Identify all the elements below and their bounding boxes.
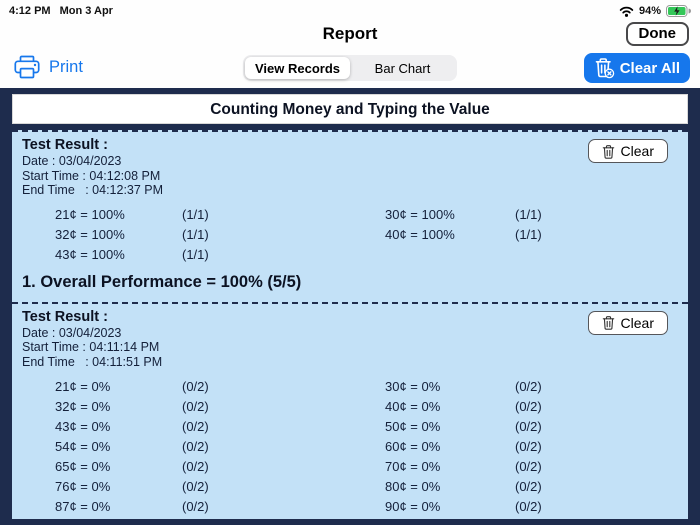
score-left-label: 76¢ = 0%: [55, 478, 111, 494]
score-left-fraction: (0/2): [182, 418, 209, 434]
nav-bar: Report Done: [0, 22, 700, 48]
clear-section-label: Clear: [620, 143, 654, 159]
score-right-fraction: (1/1): [515, 207, 542, 222]
overall-performance: 1. Overall Performance = 100% (5/5): [22, 272, 302, 291]
clear-all-label: Clear All: [619, 59, 680, 77]
score-right-label: 50¢ = 0%: [385, 418, 441, 434]
section-title: Test Result :: [22, 308, 108, 325]
status-date: Mon 3 Apr: [59, 5, 113, 17]
score-row: 21¢ = 100% (1/1) 30¢ = 100% (1/1): [55, 205, 678, 225]
score-right-fraction: (0/2): [515, 438, 542, 454]
trash-icon: [602, 315, 615, 330]
score-left-label: 32¢ = 100%: [55, 227, 125, 242]
report-sections: Test Result : Date : 03/04/2023 Start Ti…: [12, 130, 688, 519]
score-right-fraction: (0/2): [515, 418, 542, 434]
date-line: Date : 03/04/2023: [22, 154, 122, 168]
score-right-fraction: (0/2): [515, 398, 542, 414]
done-button[interactable]: Done: [625, 22, 689, 46]
test-result-section: Test Result : Date : 03/04/2023 Start Ti…: [12, 130, 688, 302]
end-time-line: End Time : 04:12:37 PM: [22, 183, 164, 197]
clear-all-button[interactable]: Clear All: [583, 53, 690, 83]
score-left-label: 21¢ = 0%: [55, 378, 111, 394]
score-row: 32¢ = 100% (1/1) 40¢ = 100% (1/1): [55, 225, 678, 245]
status-bar: 4:12 PM Mon 3 Apr 94%: [0, 0, 700, 22]
view-mode-segmented-control: View Records Bar Chart: [243, 55, 457, 81]
score-right-fraction: (1/1): [515, 227, 542, 242]
wifi-icon: [619, 6, 634, 17]
print-label: Print: [49, 57, 83, 76]
report-heading: Counting Money and Typing the Value: [12, 94, 688, 124]
start-time-line: Start Time : 04:12:08 PM: [22, 168, 161, 183]
score-row: 54¢ = 0% (0/2) 60¢ = 0% (0/2): [55, 436, 678, 456]
printer-icon: [14, 55, 40, 79]
tab-bar-chart[interactable]: Bar Chart: [350, 57, 455, 79]
score-left-fraction: (0/2): [182, 458, 209, 474]
score-left-fraction: (0/2): [182, 398, 209, 414]
status-time: 4:12 PM: [9, 5, 51, 17]
score-right-fraction: (0/2): [515, 498, 542, 514]
score-left-fraction: (1/1): [182, 227, 209, 242]
score-right-label: 60¢ = 0%: [385, 438, 441, 454]
score-right-label: 30¢ = 0%: [385, 378, 441, 394]
score-left-label: 54¢ = 0%: [55, 438, 111, 454]
score-left-label: 43¢ = 100%: [55, 247, 125, 262]
score-right-fraction: (0/2): [515, 378, 542, 394]
score-row: 43¢ = 100% (1/1): [55, 245, 678, 265]
battery-percent: 94%: [638, 5, 661, 17]
score-row: 43¢ = 0% (0/2) 50¢ = 0% (0/2): [55, 416, 678, 436]
score-right-label: 40¢ = 0%: [385, 398, 441, 414]
page-title: Report: [322, 24, 378, 43]
score-left-label: 65¢ = 0%: [55, 458, 111, 474]
toolbar: Print View Records Bar Chart Clear All: [0, 48, 700, 88]
clear-section-label: Clear: [620, 314, 654, 331]
tab-view-records[interactable]: View Records: [245, 57, 350, 79]
score-row: 21¢ = 0% (0/2) 30¢ = 0% (0/2): [55, 376, 678, 396]
end-time-line: End Time : 04:11:51 PM: [22, 354, 163, 369]
date-line: Date : 03/04/2023: [22, 325, 122, 340]
section-title: Test Result :: [22, 137, 108, 153]
score-right-label: 40¢ = 100%: [385, 227, 455, 242]
score-right-label: 90¢ = 0%: [385, 498, 441, 514]
test-result-section: Test Result : Date : 03/04/2023 Start Ti…: [12, 301, 688, 519]
score-left-fraction: (1/1): [182, 247, 209, 262]
report-content: Counting Money and Typing the Value Test…: [0, 88, 700, 525]
score-right-fraction: (0/2): [515, 478, 542, 494]
trash-icon: [602, 144, 615, 159]
battery-charging-icon: [666, 5, 691, 17]
score-left-fraction: (0/2): [182, 438, 209, 454]
score-right-label: 80¢ = 0%: [385, 478, 441, 494]
clear-section-button[interactable]: Clear: [587, 310, 668, 335]
score-rows: 21¢ = 100% (1/1) 30¢ = 100% (1/1) 32¢ = …: [55, 205, 678, 265]
score-left-label: 21¢ = 100%: [55, 207, 125, 222]
trash-x-icon: [594, 57, 615, 79]
score-right-label: 70¢ = 0%: [385, 458, 441, 474]
score-rows: 21¢ = 0% (0/2) 30¢ = 0% (0/2) 32¢ = 0% (…: [55, 376, 678, 516]
score-left-fraction: (1/1): [182, 207, 209, 222]
score-row: 87¢ = 0% (0/2) 90¢ = 0% (0/2): [55, 496, 678, 516]
score-row: 76¢ = 0% (0/2) 80¢ = 0% (0/2): [55, 476, 678, 496]
score-right-fraction: (0/2): [515, 458, 542, 474]
clear-section-button[interactable]: Clear: [587, 139, 668, 163]
score-right-label: 30¢ = 100%: [385, 207, 455, 222]
score-left-fraction: (0/2): [182, 478, 209, 494]
score-left-label: 43¢ = 0%: [55, 418, 111, 434]
start-time-line: Start Time : 04:11:14 PM: [22, 340, 160, 354]
print-button[interactable]: Print: [14, 55, 83, 79]
score-left-fraction: (0/2): [182, 378, 209, 394]
score-left-label: 32¢ = 0%: [55, 398, 111, 414]
score-row: 65¢ = 0% (0/2) 70¢ = 0% (0/2): [55, 456, 678, 476]
score-row: 32¢ = 0% (0/2) 40¢ = 0% (0/2): [55, 396, 678, 416]
score-left-fraction: (0/2): [182, 498, 209, 514]
score-left-label: 87¢ = 0%: [55, 498, 111, 514]
